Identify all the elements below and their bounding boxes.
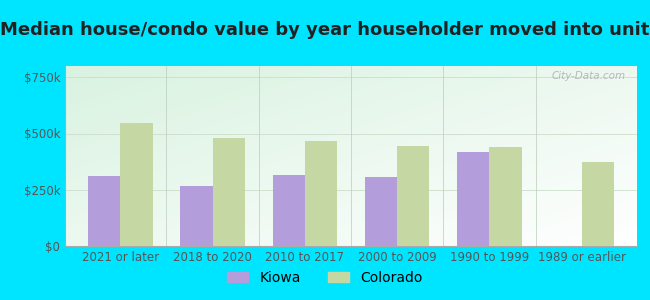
Bar: [120, 123, 153, 246]
Bar: [457, 152, 489, 246]
Text: City-Data.com: City-Data.com: [551, 71, 625, 81]
Bar: [180, 186, 213, 246]
Text: Median house/condo value by year householder moved into unit: Median house/condo value by year househo…: [0, 21, 650, 39]
Bar: [88, 176, 120, 246]
Bar: [365, 177, 397, 246]
Bar: [213, 138, 245, 246]
Bar: [397, 146, 430, 246]
Bar: [582, 162, 614, 246]
Bar: [272, 175, 305, 246]
Bar: [305, 141, 337, 246]
Bar: [489, 147, 522, 246]
Legend: Kiowa, Colorado: Kiowa, Colorado: [222, 265, 428, 290]
